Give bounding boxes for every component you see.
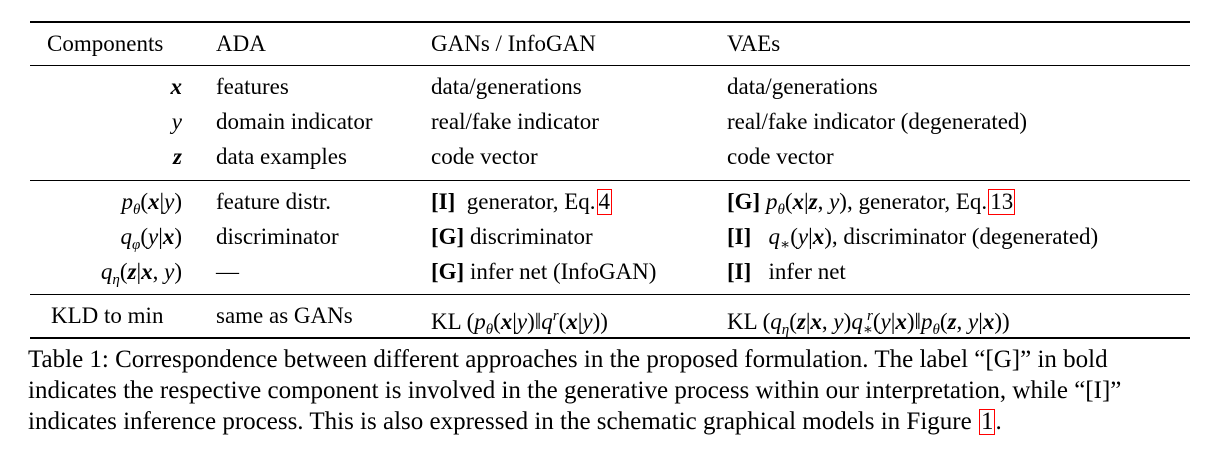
component-z: z bbox=[173, 144, 182, 169]
vae-q-eta-text: infer net bbox=[768, 259, 846, 284]
ada-x: features bbox=[216, 74, 289, 99]
gan-y: real/fake indicator bbox=[431, 109, 599, 134]
component-x: x bbox=[170, 74, 183, 99]
header-gans: GANs / InfoGAN bbox=[431, 31, 596, 56]
tag-generative: [G] bbox=[727, 189, 761, 214]
figure-ref-link[interactable]: 1 bbox=[978, 408, 996, 435]
caption-end: . bbox=[995, 408, 1002, 435]
gan-kld: KL (pθ(x|y)‖qr(x|y)) bbox=[431, 308, 608, 338]
vae-z: code vector bbox=[727, 144, 834, 169]
vae-p-theta: [G] pθ(x|z, y), generator, Eq. 13 bbox=[727, 189, 1016, 218]
table-top-rule bbox=[30, 21, 1190, 23]
vae-x: data/generations bbox=[727, 74, 878, 99]
header-components: Components bbox=[47, 31, 164, 56]
tag-inference: [I] bbox=[727, 224, 752, 249]
ada-y: domain indicator bbox=[216, 109, 373, 134]
section-rule-2 bbox=[30, 294, 1190, 295]
component-p-theta: pθ(x|y) bbox=[121, 189, 182, 218]
header-vaes: VAEs bbox=[727, 31, 781, 56]
tag-generative: [G] bbox=[431, 224, 465, 249]
ada-q-eta: — bbox=[216, 259, 239, 284]
gan-p-theta-text: generator, Eq. bbox=[466, 189, 596, 214]
header-ada: ADA bbox=[216, 31, 266, 56]
ada-kld: same as GANs bbox=[216, 303, 353, 328]
component-kld: KLD to min bbox=[51, 303, 164, 328]
table-bottom-rule bbox=[30, 337, 1190, 339]
equation-ref-link[interactable]: 4 bbox=[596, 189, 612, 215]
caption-text: Table 1: Correspondence between differen… bbox=[28, 346, 1122, 435]
gan-p-theta: [I] generator, Eq. 4 bbox=[431, 188, 612, 216]
ada-q-phi: discriminator bbox=[216, 224, 339, 249]
section-rule-1 bbox=[30, 180, 1190, 181]
vae-kld: KL (qη(z|x, y)q∗r(y|x)‖pθ(z, y|x)) bbox=[727, 308, 1010, 338]
gan-q-phi-text: discriminator bbox=[469, 224, 593, 249]
vae-q-eta: [I] infer net bbox=[727, 258, 846, 286]
tag-generative: [G] bbox=[431, 259, 465, 284]
kl-label: KL bbox=[431, 309, 461, 334]
tag-inference: [I] bbox=[727, 259, 752, 284]
gan-x: data/generations bbox=[431, 74, 582, 99]
gan-q-eta-text: infer net (InfoGAN) bbox=[469, 259, 657, 284]
tag-inference: [I] bbox=[431, 189, 456, 214]
gan-z: code vector bbox=[431, 144, 538, 169]
header-rule bbox=[30, 65, 1190, 66]
ada-z: data examples bbox=[216, 144, 347, 169]
table-caption: Table 1: Correspondence between differen… bbox=[28, 344, 1193, 437]
component-y: y bbox=[171, 109, 182, 134]
component-q-eta: qη(z|x, y) bbox=[100, 259, 182, 288]
component-q-phi: qφ(y|x) bbox=[120, 224, 182, 253]
vae-q-phi: [I] q∗(y|x), discriminator (degenerated) bbox=[727, 224, 1099, 253]
vae-q-phi-text: , discriminator (degenerated) bbox=[831, 224, 1099, 249]
kl-label: KL bbox=[727, 309, 757, 334]
equation-ref-link[interactable]: 13 bbox=[988, 189, 1016, 215]
gan-q-phi: [G] discriminator bbox=[431, 223, 593, 251]
vae-p-theta-text: , generator, Eq. bbox=[846, 189, 988, 214]
ada-p-theta: feature distr. bbox=[216, 189, 331, 214]
vae-y: real/fake indicator (degenerated) bbox=[727, 109, 1028, 134]
gan-q-eta: [G] infer net (InfoGAN) bbox=[431, 258, 656, 286]
